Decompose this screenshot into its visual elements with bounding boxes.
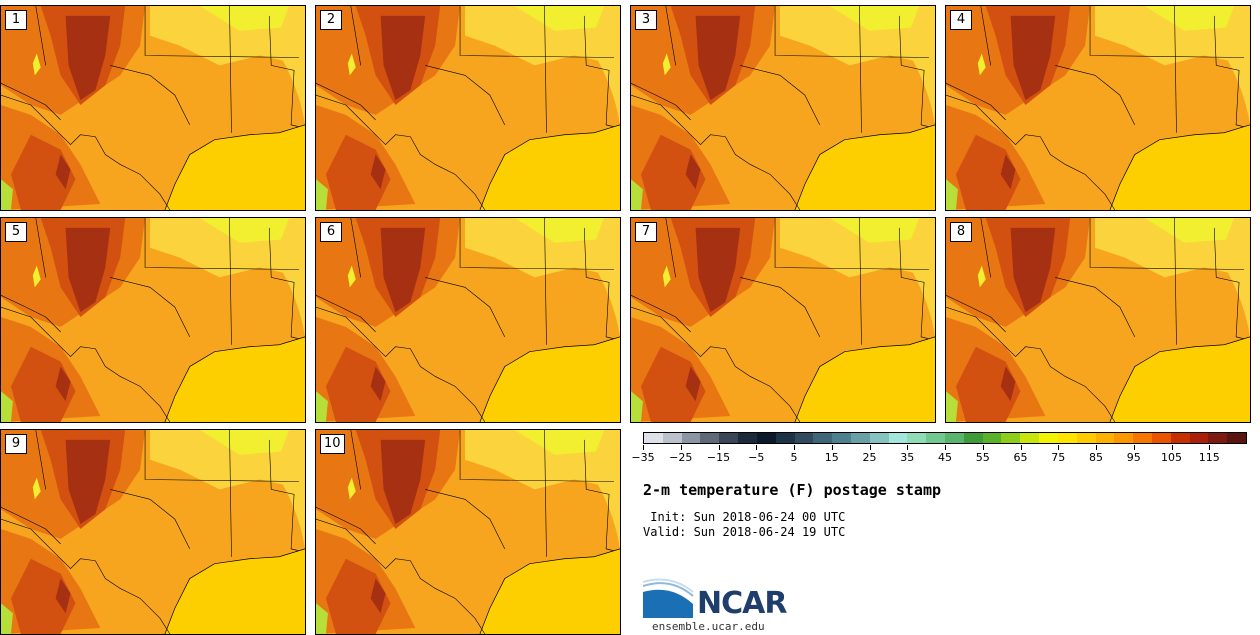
colorbar-tick: [1058, 445, 1060, 450]
colorbar-ticks: −35 −25 −15 −5 5 15 25 35 45 55 65 75 85 95 105 115: [631, 445, 1247, 465]
ensemble-member-map: 5: [0, 217, 306, 423]
colorbar-segment: [794, 433, 814, 443]
member-number-label: 1: [5, 10, 27, 30]
colorbar-segment: [982, 433, 1002, 443]
colorbar-tick: [1096, 445, 1097, 450]
colorbar-segment: [700, 433, 720, 443]
colorbar-segment: [1208, 433, 1228, 443]
colorbar-segment: [1114, 433, 1134, 443]
colorbar-tick: [756, 445, 758, 450]
colorbar-segment: [644, 433, 663, 443]
ensemble-member-map: 2: [315, 5, 621, 211]
ensemble-member-map: 9: [0, 429, 306, 635]
colorbar-segment: [1076, 433, 1096, 443]
colorbar-tick-label: 35: [900, 451, 915, 464]
colorbar-segment: [662, 433, 682, 443]
colorbar-tick: [680, 445, 682, 450]
plot-title: 2-m temperature (F) postage stamp: [643, 481, 942, 499]
member-number-label: 6: [320, 222, 342, 242]
colorbar-tick: [643, 445, 644, 450]
colorbar-segment: [1039, 433, 1058, 443]
colorbar-segment: [681, 433, 701, 443]
colorbar-tick: [1133, 445, 1135, 450]
member-number-label: 10: [320, 434, 345, 454]
member-number-label: 4: [950, 10, 972, 30]
colorbar-segment: [813, 433, 833, 443]
colorbar-tick: [1020, 445, 1022, 450]
colorbar-segment: [719, 433, 739, 443]
colorbar-tick: [1209, 445, 1211, 450]
colorbar-tick: [794, 445, 795, 450]
colorbar-segment: [775, 433, 795, 443]
colorbar-segment: [756, 433, 776, 443]
colorbar-tick-label: 5: [790, 451, 798, 464]
colorbar-tick-label: 55: [975, 451, 990, 464]
colorbar-segment: [738, 433, 757, 443]
ensemble-member-map: 10: [315, 429, 621, 635]
colorbar-segment: [1170, 433, 1190, 443]
ensemble-member-map: 3: [630, 5, 936, 211]
colorbar-tick-label: 115: [1198, 451, 1220, 464]
colorbar-segment: [850, 433, 870, 443]
colorbar-tick: [718, 445, 720, 450]
ensemble-member-map: 7: [630, 217, 936, 423]
colorbar-segment: [869, 433, 889, 443]
ensemble-member-map: 4: [945, 5, 1251, 211]
colorbar-tick-label: 15: [824, 451, 839, 464]
colorbar-segment: [1151, 433, 1171, 443]
member-number-label: 5: [5, 222, 27, 242]
colorbar-segment: [832, 433, 851, 443]
temperature-colorbar: [643, 432, 1247, 444]
colorbar-tick-label: 65: [1013, 451, 1028, 464]
colorbar-segment: [907, 433, 927, 443]
colorbar-segment: [1189, 433, 1209, 443]
init-time: Init: Sun 2018-06-24 00 UTC: [643, 510, 846, 524]
colorbar-segment: [888, 433, 908, 443]
colorbar-segment: [1057, 433, 1077, 443]
colorbar-tick-label: −5: [748, 451, 765, 464]
ensemble-url: ensemble.ucar.edu: [652, 620, 765, 633]
colorbar-tick: [831, 445, 833, 450]
colorbar-tick: [945, 445, 946, 450]
colorbar-segment: [945, 433, 964, 443]
colorbar-tick: [982, 445, 984, 450]
colorbar-segment: [926, 433, 945, 443]
colorbar-segment: [963, 433, 983, 443]
colorbar-tick-label: 25: [862, 451, 877, 464]
colorbar-tick: [869, 445, 871, 450]
colorbar-tick-label: 45: [938, 451, 952, 464]
colorbar-tick-label: 85: [1089, 451, 1103, 464]
ensemble-member-map: 8: [945, 217, 1251, 423]
colorbar-segment: [1095, 433, 1115, 443]
colorbar-segment: [1001, 433, 1021, 443]
colorbar-tick: [907, 445, 909, 450]
member-number-label: 2: [320, 10, 342, 30]
colorbar-tick-label: 105: [1161, 451, 1182, 464]
member-number-label: 7: [635, 222, 657, 242]
colorbar-tick-label: 95: [1126, 451, 1141, 464]
colorbar-tick-label: 75: [1051, 451, 1066, 464]
member-number-label: 3: [635, 10, 657, 30]
colorbar-tick-label: −35: [631, 451, 655, 464]
colorbar-tick-label: −15: [706, 451, 731, 464]
ncar-logo-text: NCAR: [697, 586, 787, 621]
colorbar-segment: [1020, 433, 1040, 443]
colorbar-tick-label: −25: [669, 451, 693, 464]
ensemble-member-map: 1: [0, 5, 306, 211]
member-number-label: 9: [5, 434, 27, 454]
colorbar-segment: [1133, 433, 1152, 443]
member-number-label: 8: [950, 222, 972, 242]
colorbar-segment: [1227, 433, 1246, 443]
ncar-logo: [643, 578, 694, 618]
ensemble-member-map: 6: [315, 217, 621, 423]
valid-time: Valid: Sun 2018-06-24 19 UTC: [643, 525, 846, 539]
colorbar-tick: [1171, 445, 1173, 450]
